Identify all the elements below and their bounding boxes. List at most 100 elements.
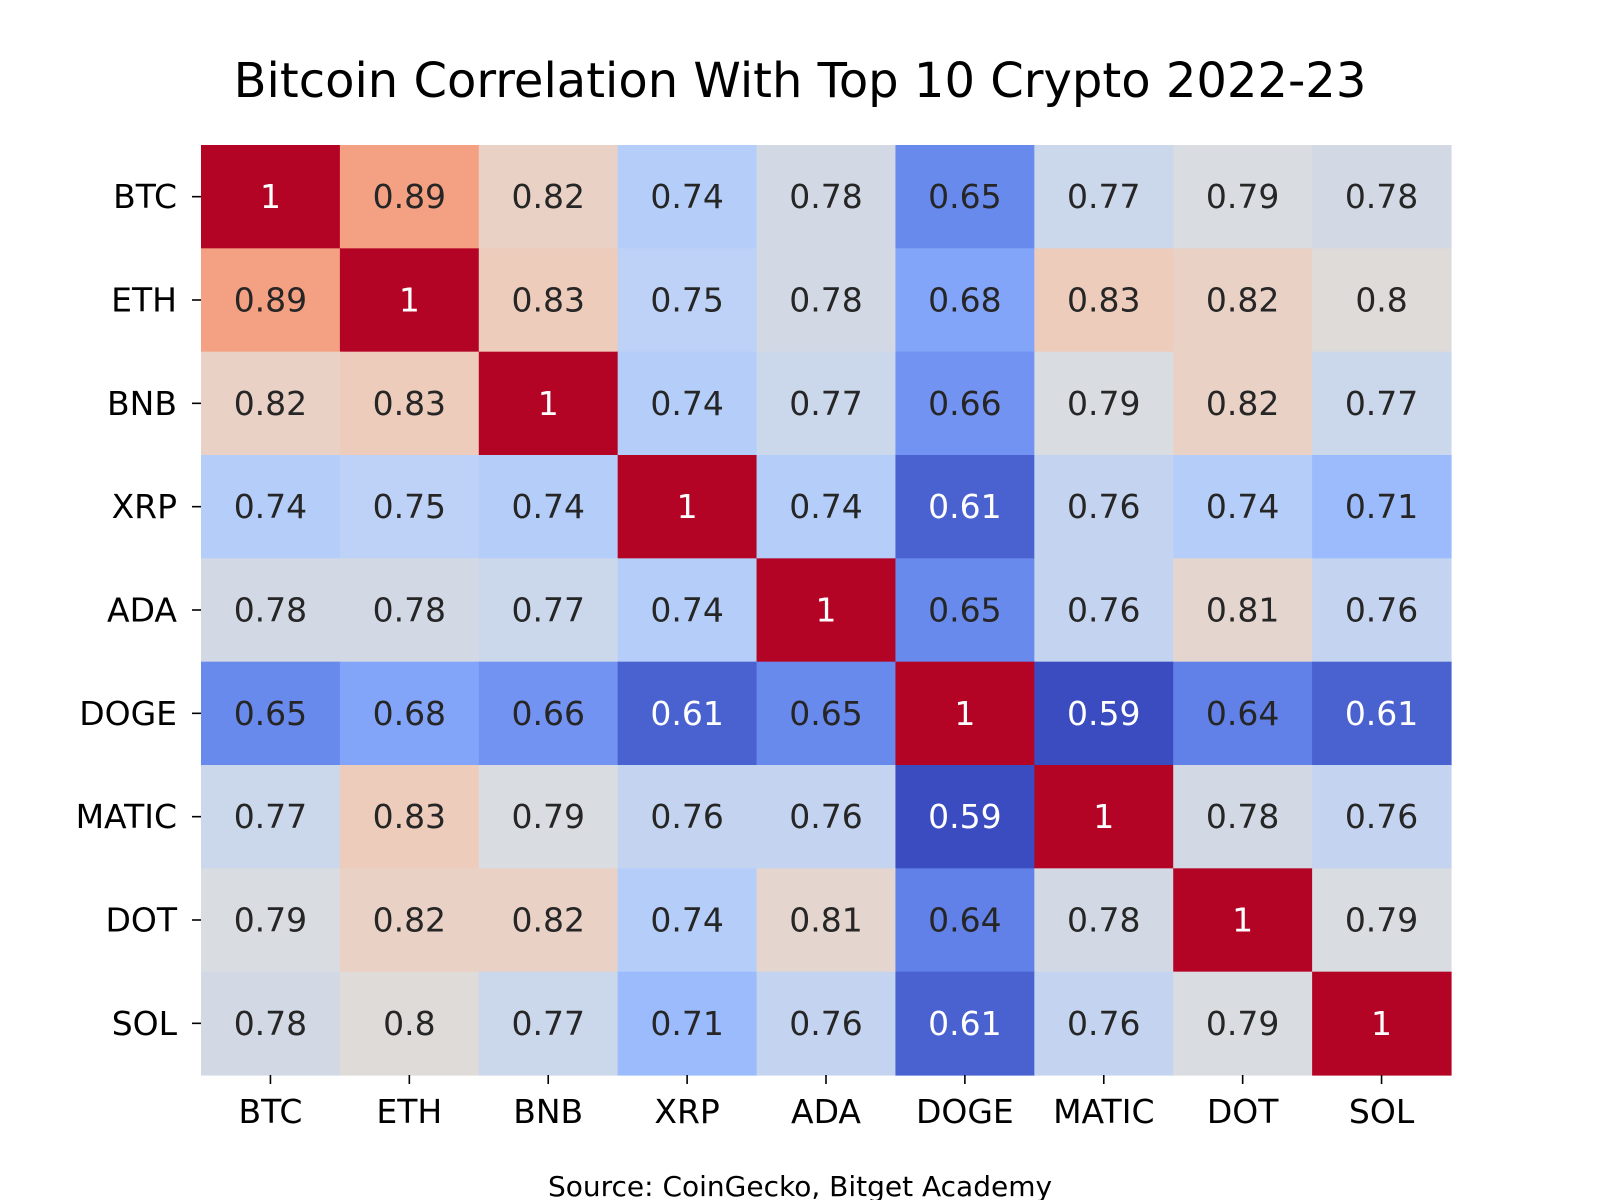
heatmap-value-label-ada-doge: 0.65	[928, 591, 1001, 630]
heatmap-value-label-btc-ada: 0.78	[789, 177, 862, 216]
heatmap-cell-eth-xrp	[617, 248, 758, 353]
heatmap-value-label-sol-sol: 1	[1371, 1004, 1392, 1043]
heatmap-value-label-btc-doge: 0.65	[928, 177, 1001, 216]
heatmap-cell-sol-ada	[756, 971, 897, 1076]
heatmap-value-label-sol-ada: 0.76	[789, 1004, 862, 1043]
heatmap-value-label-matic-eth: 0.83	[373, 797, 446, 836]
heatmap-value-label-btc-dot: 0.79	[1206, 177, 1279, 216]
heatmap-cell-doge-bnb	[478, 661, 619, 766]
heatmap-cell-btc-bnb	[478, 145, 619, 249]
y-tick-label-ada: ADA	[107, 591, 177, 630]
heatmap-value-label-ada-eth: 0.78	[373, 591, 446, 630]
heatmap-value-labels: 1 0.89 0.82 0.74 0.78 0.65 0.77 0.79 0.78 0.89 1 0.…	[234, 177, 1419, 1043]
heatmap-cell-bnb-doge	[895, 351, 1035, 456]
heatmap-cell-ada-dot	[1173, 558, 1313, 663]
heatmap-cell-xrp-doge	[895, 455, 1035, 559]
heatmap-value-label-btc-bnb: 0.82	[511, 177, 584, 216]
heatmap-value-label-bnb-bnb: 1	[538, 384, 559, 423]
heatmap-value-label-ada-ada: 1	[816, 591, 837, 630]
heatmap-value-label-ada-dot: 0.81	[1206, 591, 1279, 630]
heatmap-cell-sol-eth	[339, 971, 480, 1076]
heatmap-cell-matic-sol	[1312, 765, 1452, 869]
heatmap-value-label-eth-xrp: 0.75	[650, 281, 723, 320]
heatmap-value-label-dot-doge: 0.64	[928, 901, 1001, 940]
heatmap-cell-eth-doge	[895, 248, 1035, 353]
heatmap-cell-eth-ada	[756, 248, 897, 353]
heatmap-cell-ada-btc	[201, 558, 341, 663]
heatmap-value-label-eth-ada: 0.78	[789, 281, 862, 320]
y-tick-label-matic: MATIC	[76, 797, 177, 836]
heatmap-value-label-sol-xrp: 0.71	[650, 1004, 723, 1043]
heatmap-cell-sol-btc	[201, 971, 341, 1076]
y-tick-label-xrp: XRP	[112, 487, 177, 526]
heatmap-value-label-eth-doge: 0.68	[928, 281, 1001, 320]
heatmap-value-label-btc-matic: 0.77	[1067, 177, 1140, 216]
heatmap-value-label-sol-doge: 0.61	[928, 1004, 1001, 1043]
heatmap-value-label-doge-xrp: 0.61	[650, 694, 723, 733]
heatmap-value-label-ada-sol: 0.76	[1345, 591, 1418, 630]
heatmap-cell-bnb-bnb	[478, 351, 619, 456]
x-tick-label-doge: DOGE	[916, 1092, 1014, 1131]
heatmap-cell-eth-dot	[1173, 248, 1313, 353]
heatmap-cell-dot-matic	[1034, 868, 1174, 973]
heatmap-cell-doge-eth	[339, 661, 480, 766]
heatmap-value-label-sol-btc: 0.78	[234, 1004, 307, 1043]
heatmap-cell-btc-sol	[1312, 145, 1452, 249]
heatmap-cell-ada-sol	[1312, 558, 1452, 663]
y-tick-label-dot: DOT	[105, 901, 177, 940]
heatmap-cell-ada-doge	[895, 558, 1035, 663]
heatmap-value-label-btc-xrp: 0.74	[650, 177, 723, 216]
heatmap-cell-doge-ada	[756, 661, 897, 766]
heatmap-value-label-matic-bnb: 0.79	[511, 797, 584, 836]
heatmap-value-label-bnb-doge: 0.66	[928, 384, 1001, 423]
heatmap-value-label-matic-xrp: 0.76	[650, 797, 723, 836]
heatmap-cell-xrp-xrp	[617, 455, 758, 559]
x-tick-label-bnb: BNB	[513, 1092, 583, 1131]
heatmap-value-label-sol-matic: 0.76	[1067, 1004, 1140, 1043]
heatmap-cell-sol-bnb	[478, 971, 619, 1076]
heatmap-value-label-btc-sol: 0.78	[1345, 177, 1418, 216]
heatmap-value-label-dot-btc: 0.79	[234, 901, 307, 940]
heatmap-cell-doge-dot	[1173, 661, 1313, 766]
heatmap-cell-xrp-matic	[1034, 455, 1174, 559]
heatmap-value-label-dot-bnb: 0.82	[511, 901, 584, 940]
y-axis: BTC ETH BNB XRP ADA DOGE MATIC DOT SOL	[76, 177, 201, 1043]
heatmap-cell-btc-eth	[339, 145, 480, 249]
heatmap-cell-bnb-eth	[339, 351, 480, 456]
heatmap-value-label-bnb-btc: 0.82	[234, 384, 307, 423]
heatmap-cell-dot-eth	[339, 868, 480, 973]
heatmap-value-label-matic-dot: 0.78	[1206, 797, 1279, 836]
x-tick-label-xrp: XRP	[654, 1092, 719, 1131]
heatmap-cell-ada-ada	[756, 558, 897, 663]
heatmap-cell-xrp-eth	[339, 455, 480, 559]
heatmap-cell-dot-ada	[756, 868, 897, 973]
heatmap-value-label-doge-ada: 0.65	[789, 694, 862, 733]
heatmap-cell-matic-btc	[201, 765, 341, 869]
heatmap-cell-doge-doge	[895, 661, 1035, 766]
heatmap-value-label-dot-eth: 0.82	[373, 901, 446, 940]
heatmap-value-label-eth-btc: 0.89	[234, 281, 307, 320]
y-tick-label-sol: SOL	[112, 1004, 178, 1043]
heatmap-cell-matic-xrp	[617, 765, 758, 869]
heatmap-value-label-doge-dot: 0.64	[1206, 694, 1279, 733]
heatmap-cell-xrp-dot	[1173, 455, 1313, 559]
x-axis: BTC ETH BNB XRP ADA DOGE MATIC DOT SOL	[238, 1075, 1415, 1131]
heatmap-value-label-ada-bnb: 0.77	[511, 591, 584, 630]
heatmap-cell-btc-btc	[201, 145, 341, 249]
heatmap-value-label-sol-eth: 0.8	[383, 1004, 435, 1043]
x-tick-label-btc: BTC	[238, 1092, 302, 1131]
heatmap-value-label-xrp-matic: 0.76	[1067, 487, 1140, 526]
heatmap-value-label-xrp-eth: 0.75	[373, 487, 446, 526]
heatmap-value-label-eth-dot: 0.82	[1206, 281, 1279, 320]
heatmap-value-label-matic-ada: 0.76	[789, 797, 862, 836]
heatmap-value-label-ada-matic: 0.76	[1067, 591, 1140, 630]
heatmap-value-label-xrp-sol: 0.71	[1345, 487, 1418, 526]
heatmap-value-label-bnb-ada: 0.77	[789, 384, 862, 423]
y-tick-label-btc: BTC	[113, 177, 177, 216]
heatmap-cell-dot-dot	[1173, 868, 1313, 973]
x-tick-label-ada: ADA	[791, 1092, 861, 1131]
heatmap-value-label-ada-xrp: 0.74	[650, 591, 723, 630]
heatmap-cell-eth-btc	[201, 248, 341, 353]
heatmap-value-label-bnb-xrp: 0.74	[650, 384, 723, 423]
heatmap-cell-ada-xrp	[617, 558, 758, 663]
